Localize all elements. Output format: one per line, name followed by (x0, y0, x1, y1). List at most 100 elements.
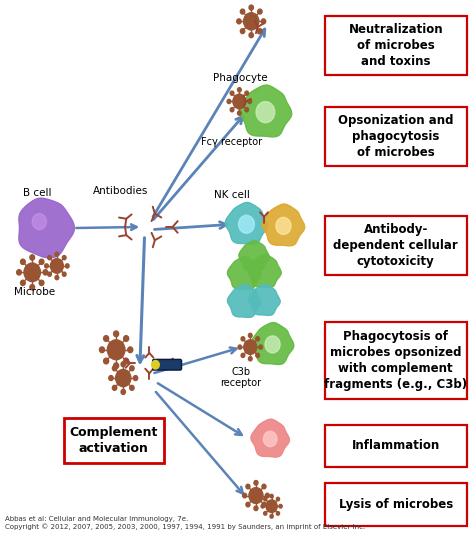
Text: Phagocyte: Phagocyte (213, 74, 268, 83)
Text: B cell: B cell (23, 189, 51, 198)
Text: Neutralization
of microbes
and toxins: Neutralization of microbes and toxins (348, 23, 443, 68)
FancyBboxPatch shape (153, 359, 182, 370)
Circle shape (45, 264, 48, 268)
Circle shape (243, 493, 246, 498)
Circle shape (43, 270, 48, 275)
Text: Fcγ receptor: Fcγ receptor (201, 137, 262, 147)
Circle shape (128, 347, 133, 352)
Circle shape (55, 252, 59, 256)
Circle shape (240, 9, 245, 14)
Circle shape (227, 99, 231, 104)
Circle shape (254, 481, 258, 485)
Polygon shape (239, 85, 292, 137)
FancyBboxPatch shape (325, 107, 467, 166)
Circle shape (241, 337, 245, 341)
Circle shape (230, 91, 234, 95)
Circle shape (112, 366, 117, 371)
Circle shape (261, 505, 264, 508)
Circle shape (24, 263, 40, 281)
Polygon shape (248, 255, 281, 287)
Circle shape (279, 505, 282, 508)
Polygon shape (251, 419, 290, 457)
Circle shape (50, 258, 64, 273)
Circle shape (248, 357, 252, 361)
Circle shape (20, 259, 25, 264)
Circle shape (264, 512, 267, 515)
FancyBboxPatch shape (325, 216, 467, 275)
Circle shape (230, 108, 234, 112)
Circle shape (245, 91, 248, 95)
FancyBboxPatch shape (325, 16, 467, 75)
Circle shape (248, 99, 252, 104)
Ellipse shape (32, 214, 46, 230)
Circle shape (258, 9, 262, 14)
Circle shape (240, 29, 245, 34)
Circle shape (264, 497, 267, 501)
Circle shape (246, 502, 250, 507)
Circle shape (256, 337, 259, 341)
Circle shape (262, 502, 266, 507)
Polygon shape (262, 204, 305, 246)
Circle shape (124, 336, 128, 341)
Polygon shape (225, 202, 268, 244)
Circle shape (48, 272, 51, 276)
Polygon shape (19, 198, 74, 258)
Circle shape (104, 336, 109, 341)
Circle shape (116, 370, 131, 387)
Circle shape (265, 493, 269, 498)
Circle shape (237, 19, 241, 24)
Text: Microbe: Microbe (14, 287, 55, 297)
Text: Abbas et al: Cellular and Molecular Immunology, 7e.
Copyright © 2012, 2007, 2005: Abbas et al: Cellular and Molecular Immu… (5, 516, 365, 530)
Polygon shape (239, 241, 269, 271)
Circle shape (63, 256, 66, 260)
Circle shape (246, 484, 250, 489)
Circle shape (130, 366, 134, 371)
FancyBboxPatch shape (325, 425, 467, 467)
Circle shape (261, 19, 265, 24)
Circle shape (238, 345, 242, 349)
Circle shape (121, 362, 126, 367)
Circle shape (65, 264, 69, 268)
Circle shape (244, 13, 259, 30)
Polygon shape (251, 323, 294, 364)
Circle shape (114, 363, 118, 368)
Text: Lysis of microbes: Lysis of microbes (338, 498, 453, 511)
Text: Opsonization and
phagocytosis
of microbes: Opsonization and phagocytosis of microbe… (338, 114, 454, 159)
Circle shape (245, 108, 248, 112)
FancyBboxPatch shape (64, 418, 164, 463)
Circle shape (30, 255, 35, 260)
Circle shape (254, 506, 258, 511)
Circle shape (259, 345, 263, 349)
Circle shape (17, 270, 21, 275)
Circle shape (124, 358, 128, 364)
Circle shape (121, 389, 126, 394)
Circle shape (241, 354, 245, 357)
Circle shape (276, 497, 280, 501)
Circle shape (107, 340, 125, 360)
Circle shape (266, 500, 277, 513)
Circle shape (244, 340, 257, 355)
Circle shape (237, 88, 241, 92)
Text: NK cell: NK cell (214, 190, 250, 200)
Circle shape (258, 29, 262, 34)
Circle shape (237, 111, 241, 115)
Circle shape (270, 494, 273, 498)
Circle shape (256, 101, 275, 123)
Circle shape (233, 94, 246, 109)
Circle shape (39, 280, 44, 286)
Text: Antibodies: Antibodies (93, 186, 148, 195)
Circle shape (112, 386, 117, 390)
Circle shape (48, 256, 51, 260)
Circle shape (256, 354, 259, 357)
Circle shape (276, 217, 291, 234)
Circle shape (249, 488, 263, 504)
Polygon shape (228, 285, 261, 317)
Circle shape (249, 33, 254, 37)
Circle shape (249, 5, 254, 10)
Text: Inflammation: Inflammation (352, 439, 440, 452)
Circle shape (276, 512, 280, 515)
Polygon shape (249, 285, 280, 316)
Circle shape (133, 375, 137, 381)
Text: Complement
activation: Complement activation (70, 426, 158, 455)
Circle shape (104, 358, 109, 364)
